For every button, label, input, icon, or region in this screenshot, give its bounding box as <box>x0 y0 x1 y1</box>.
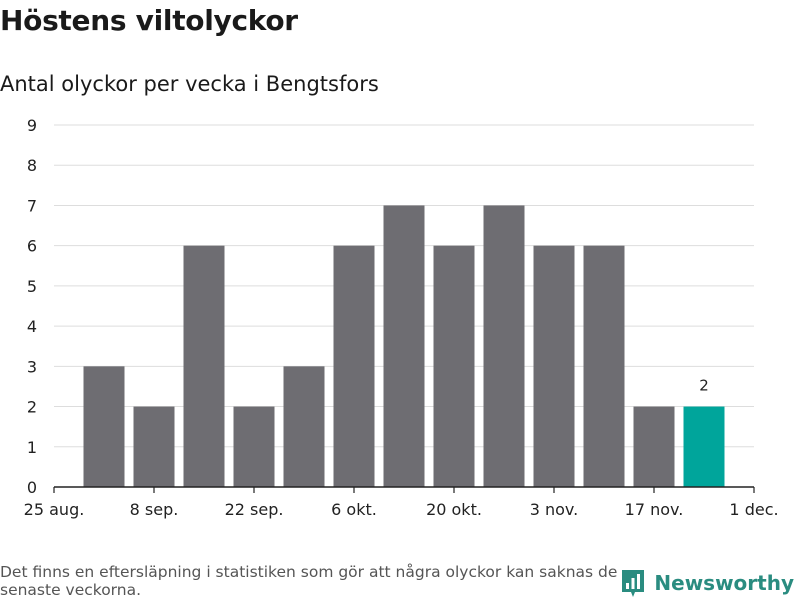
bar <box>383 205 425 487</box>
x-tick-label: 17 nov. <box>625 500 684 519</box>
bar <box>633 406 675 487</box>
bars <box>83 205 725 487</box>
chart-subtitle: Antal olyckor per vecka i Bengtsfors <box>0 72 379 96</box>
y-tick-label: 8 <box>27 156 37 175</box>
bar <box>533 245 575 487</box>
bar <box>483 205 525 487</box>
y-tick-label: 2 <box>27 398 37 417</box>
footnote: Det finns en eftersläpning i statistiken… <box>0 563 618 599</box>
x-tick-label: 8 sep. <box>130 500 179 519</box>
y-tick-label: 1 <box>27 438 37 457</box>
bar <box>233 406 275 487</box>
bar <box>83 366 125 487</box>
x-tick-label: 20 okt. <box>426 500 482 519</box>
y-tick-label: 6 <box>27 237 37 256</box>
bar <box>133 406 175 487</box>
y-tick-label: 9 <box>27 116 37 135</box>
x-tick-label: 22 sep. <box>225 500 284 519</box>
chart-title: Höstens viltolyckor <box>0 4 298 37</box>
y-tick-label: 7 <box>27 196 37 215</box>
y-axis-labels: 0 1 2 3 4 5 6 7 8 9 <box>27 116 37 497</box>
y-tick-label: 3 <box>27 357 37 376</box>
x-axis: 25 aug. 8 sep. 22 sep. 6 okt. 20 okt. 3 nov. 1… <box>24 486 779 519</box>
data-labels: 2 <box>699 377 709 395</box>
y-tick-label: 0 <box>27 478 37 497</box>
bar <box>333 245 375 487</box>
y-tick-label: 5 <box>27 277 37 296</box>
x-tick-label: 3 nov. <box>530 500 579 519</box>
bar <box>183 245 225 487</box>
bar <box>683 406 725 487</box>
bar-chart-icon <box>622 570 645 597</box>
y-tick-label: 4 <box>27 317 37 336</box>
brand-name: Newsworthy <box>654 571 794 595</box>
x-tick-label: 6 okt. <box>331 500 377 519</box>
bar <box>433 245 475 487</box>
bar <box>283 366 325 487</box>
data-label: 2 <box>699 377 709 395</box>
bar <box>583 245 625 487</box>
x-tick-label: 1 dec. <box>729 500 778 519</box>
brand-logo: Newsworthy <box>620 568 794 598</box>
x-tick-label: 25 aug. <box>24 500 85 519</box>
bar-chart: 0 1 2 3 4 5 6 7 8 9 25 aug. 8 sep. 22 sep. 6 okt. 20 … <box>24 116 779 519</box>
